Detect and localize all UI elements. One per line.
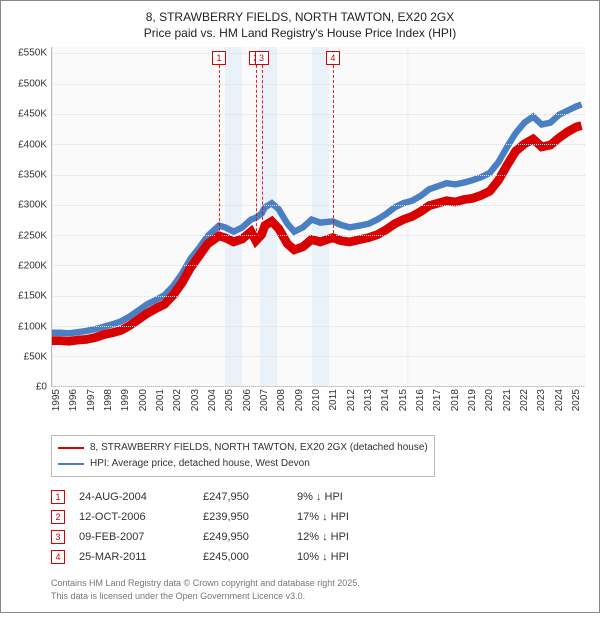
footer-line1: Contains HM Land Registry data © Crown c… (51, 577, 589, 589)
y-axis-labels: £0£50K£100K£150K£200K£250K£300K£350K£400… (7, 47, 49, 387)
marker-line (333, 65, 334, 238)
legend-label-hpi: HPI: Average price, detached house, West… (90, 456, 310, 472)
title-line2: Price paid vs. HM Land Registry's House … (11, 25, 589, 41)
x-tick-label: 2016 (415, 389, 426, 411)
x-tick-label: 2015 (398, 389, 409, 411)
transaction-row: 2 12-OCT-2006 £239,950 17% ↓ HPI (51, 507, 589, 527)
tx-diff: 10% ↓ HPI (297, 551, 387, 563)
y-tick-label: £500K (18, 78, 47, 89)
y-tick-label: £300K (18, 200, 47, 211)
series-line-hpi (52, 105, 582, 334)
tx-diff: 17% ↓ HPI (297, 511, 387, 523)
transaction-row: 4 25-MAR-2011 £245,000 10% ↓ HPI (51, 547, 589, 567)
marker-label: 3 (255, 51, 269, 65)
title-line1: 8, STRAWBERRY FIELDS, NORTH TAWTON, EX20… (11, 9, 589, 25)
marker-label: 4 (326, 51, 340, 65)
x-tick-label: 2001 (155, 389, 166, 411)
x-tick-label: 2014 (380, 389, 391, 411)
tx-date: 09-FEB-2007 (79, 531, 189, 543)
tx-marker: 3 (51, 530, 65, 544)
x-tick-label: 2021 (502, 389, 513, 411)
y-tick-label: £400K (18, 139, 47, 150)
x-tick-label: 2000 (138, 389, 149, 411)
x-tick-label: 2017 (432, 389, 443, 411)
tx-date: 24-AUG-2004 (79, 491, 189, 503)
legend-swatch-hpi (58, 463, 84, 465)
x-tick-label: 2004 (207, 389, 218, 411)
marker-dot (252, 238, 259, 245)
legend-row-price: 8, STRAWBERRY FIELDS, NORTH TAWTON, EX20… (58, 440, 428, 456)
tx-price: £249,950 (203, 531, 283, 543)
x-tick-label: 2011 (328, 389, 339, 411)
tx-date: 12-OCT-2006 (79, 511, 189, 523)
x-axis-labels: 1995 1996 1997 1998 1999 2000 2001 2002 2003 2004… (51, 387, 585, 427)
footer: Contains HM Land Registry data © Crown c… (51, 577, 589, 601)
tx-date: 25-MAR-2011 (79, 551, 189, 563)
plot-area: 1234 (51, 47, 585, 387)
y-tick-label: £0 (36, 382, 47, 393)
x-tick-label: 1997 (86, 389, 97, 411)
x-tick-label: 2013 (363, 389, 374, 411)
marker-dot (215, 233, 222, 240)
tx-marker: 1 (51, 490, 65, 504)
y-tick-label: £450K (18, 109, 47, 120)
legend-swatch-price (58, 447, 84, 449)
legend-label-price: 8, STRAWBERRY FIELDS, NORTH TAWTON, EX20… (90, 440, 428, 456)
x-tick-label: 2010 (311, 389, 322, 411)
line-layer (52, 47, 585, 386)
x-tick-label: 2009 (294, 389, 305, 411)
marker-dot (258, 232, 265, 239)
x-tick-label: 2023 (536, 389, 547, 411)
y-tick-label: £550K (18, 48, 47, 59)
x-tick-label: 2003 (190, 389, 201, 411)
y-tick-label: £250K (18, 230, 47, 241)
legend: 8, STRAWBERRY FIELDS, NORTH TAWTON, EX20… (51, 435, 435, 477)
x-tick-label: 2008 (276, 389, 287, 411)
x-tick-label: 2018 (450, 389, 461, 411)
x-tick-label: 2006 (242, 389, 253, 411)
transactions-table: 1 24-AUG-2004 £247,950 9% ↓ HPI 2 12-OCT-2006… (51, 487, 589, 567)
y-tick-label: £50K (24, 352, 47, 363)
tx-diff: 9% ↓ HPI (297, 491, 387, 503)
x-tick-label: 2005 (224, 389, 235, 411)
tx-price: £239,950 (203, 511, 283, 523)
y-tick-label: £200K (18, 260, 47, 271)
tx-price: £247,950 (203, 491, 283, 503)
marker-line (256, 65, 257, 241)
x-tick-label: 2020 (484, 389, 495, 411)
marker-label: 1 (212, 51, 226, 65)
transaction-row: 1 24-AUG-2004 £247,950 9% ↓ HPI (51, 487, 589, 507)
y-tick-label: £350K (18, 169, 47, 180)
footer-line2: This data is licensed under the Open Gov… (51, 590, 589, 602)
title-block: 8, STRAWBERRY FIELDS, NORTH TAWTON, EX20… (11, 9, 589, 41)
x-tick-label: 1995 (51, 389, 62, 411)
x-tick-label: 1999 (120, 389, 131, 411)
tx-price: £245,000 (203, 551, 283, 563)
x-tick-label: 2002 (172, 389, 183, 411)
transaction-row: 3 09-FEB-2007 £249,950 12% ↓ HPI (51, 527, 589, 547)
x-tick-label: 2024 (554, 389, 565, 411)
x-tick-label: 2012 (346, 389, 357, 411)
marker-line (219, 65, 220, 236)
tx-diff: 12% ↓ HPI (297, 531, 387, 543)
y-tick-label: £100K (18, 321, 47, 332)
chart: £0£50K£100K£150K£200K£250K£300K£350K£400… (51, 47, 585, 387)
x-tick-label: 2025 (571, 389, 582, 411)
marker-line (262, 65, 263, 235)
tx-marker: 4 (51, 550, 65, 564)
x-tick-label: 2019 (467, 389, 478, 411)
tx-marker: 2 (51, 510, 65, 524)
chart-container: 8, STRAWBERRY FIELDS, NORTH TAWTON, EX20… (0, 0, 600, 613)
x-tick-label: 1998 (103, 389, 114, 411)
x-tick-label: 1996 (68, 389, 79, 411)
marker-dot (329, 235, 336, 242)
x-tick-label: 2022 (519, 389, 530, 411)
legend-row-hpi: HPI: Average price, detached house, West… (58, 456, 428, 472)
y-tick-label: £150K (18, 291, 47, 302)
x-tick-label: 2007 (259, 389, 270, 411)
